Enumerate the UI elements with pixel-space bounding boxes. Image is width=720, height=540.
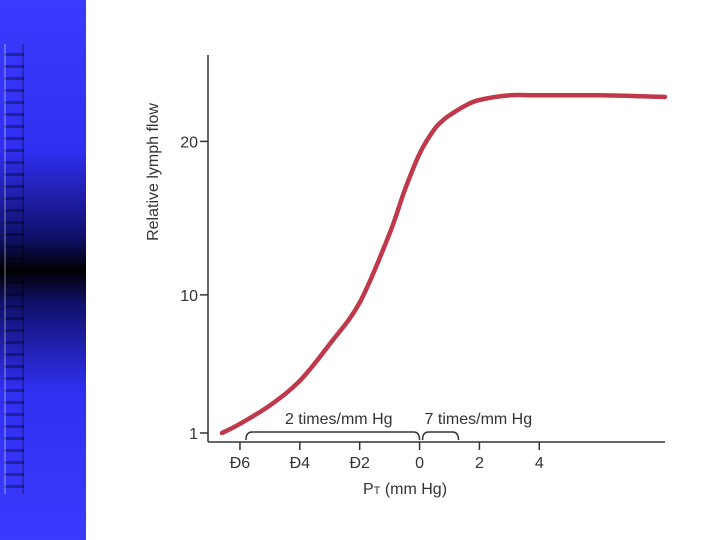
annotation-bracket — [245, 431, 421, 441]
y-tick-label: 10 — [180, 288, 198, 305]
x-axis-label-rest: (mm Hg) — [380, 481, 447, 498]
x-tick-label: Ð4 — [290, 455, 311, 472]
y-tick-label: 1 — [189, 426, 198, 443]
x-axis-label: PT (mm Hg) — [363, 481, 447, 498]
axes: 1 10 20 Ð6 Ð4 Ð2 0 2 4 — [180, 55, 665, 472]
annotations: 2 times/mm Hg 7 times/mm Hg — [245, 411, 533, 441]
annotation-label: 7 times/mm Hg — [425, 411, 533, 428]
x-tick-label: 2 — [475, 455, 484, 472]
x-tick-label: 4 — [535, 455, 544, 472]
x-tick-label: Ð6 — [230, 455, 251, 472]
annotation-bracket — [421, 431, 460, 441]
x-tick-label: 0 — [415, 455, 424, 472]
annotation-label: 2 times/mm Hg — [285, 411, 393, 428]
x-tick-label: Ð2 — [349, 455, 370, 472]
sidebar-squares — [4, 44, 24, 494]
series-line — [219, 92, 668, 436]
sidebar-decoration — [0, 0, 86, 540]
x-axis-label-main: P — [363, 481, 374, 498]
y-axis-label: Relative lymph flow — [145, 103, 162, 241]
y-tick-label: 20 — [180, 134, 198, 151]
x-axis-label-sub: T — [374, 485, 381, 497]
